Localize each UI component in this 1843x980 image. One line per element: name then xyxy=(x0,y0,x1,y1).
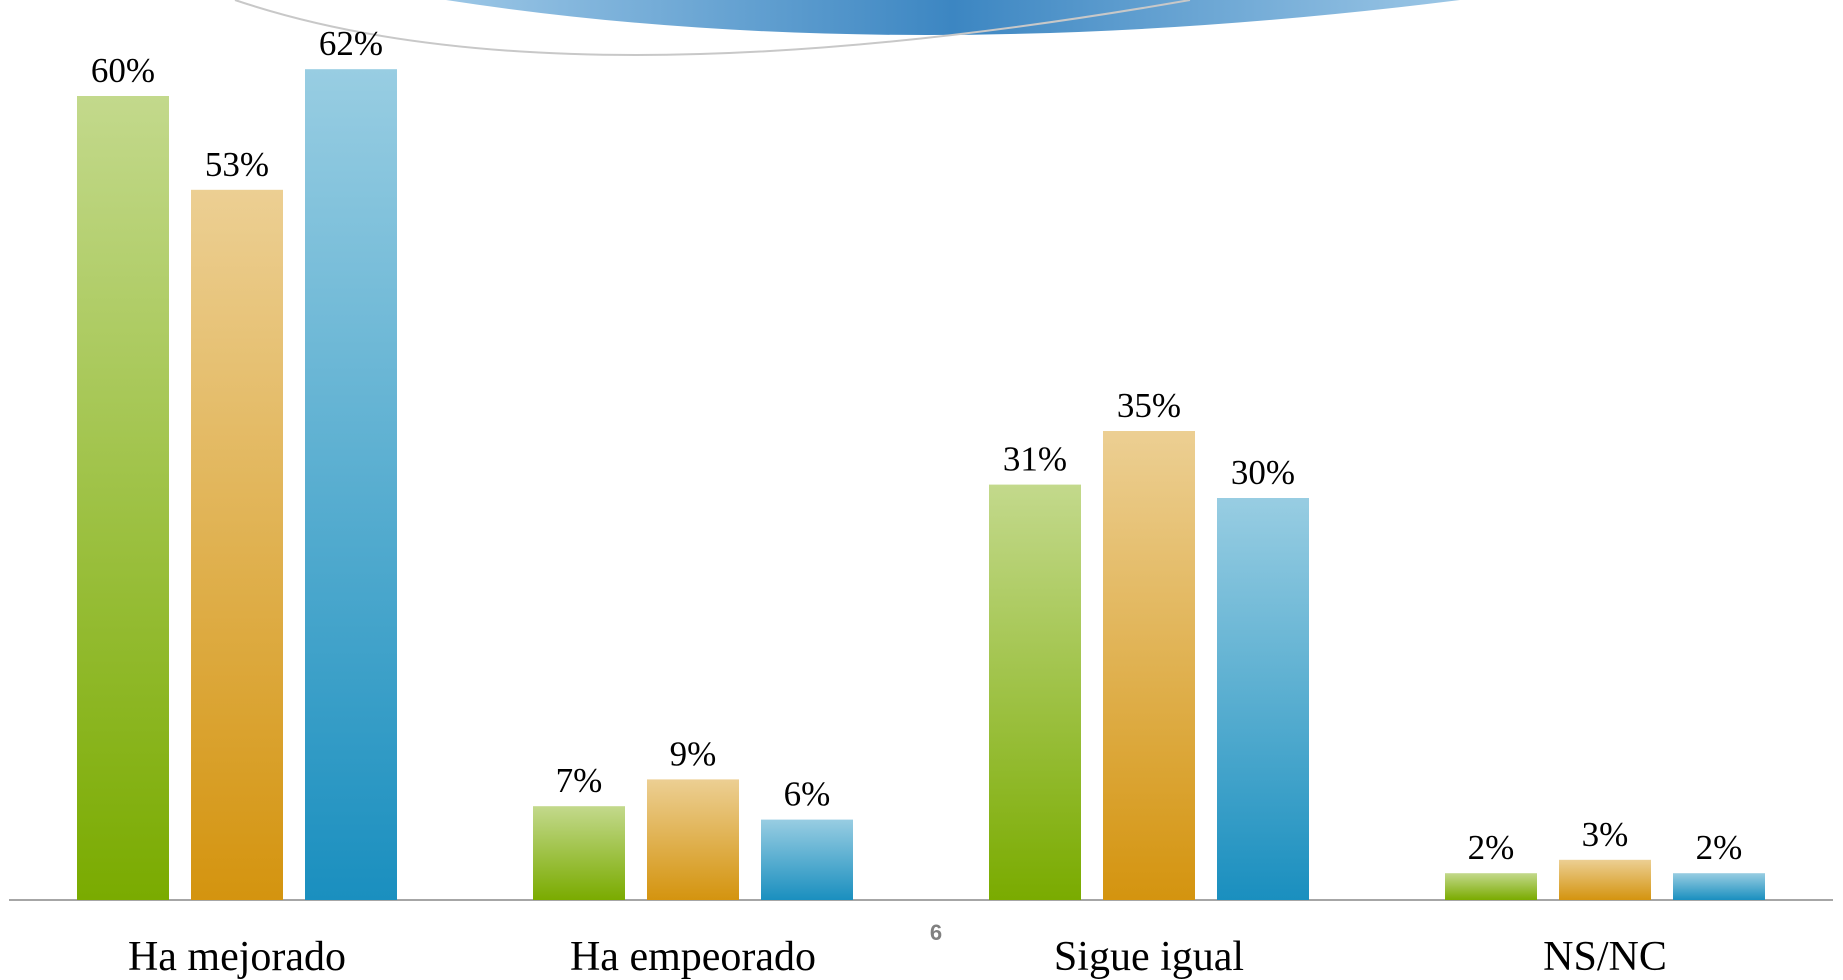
data-label: 9% xyxy=(670,734,717,773)
data-label: 7% xyxy=(556,761,603,800)
bar xyxy=(533,806,625,900)
data-label: 6% xyxy=(784,775,831,814)
bar xyxy=(77,96,169,900)
data-label: 62% xyxy=(319,24,383,63)
data-label: 2% xyxy=(1696,828,1743,867)
header-swoosh xyxy=(446,0,1460,35)
data-label: 53% xyxy=(205,145,269,184)
data-label: 60% xyxy=(91,51,155,90)
data-label: 31% xyxy=(1003,440,1067,479)
x-tick-label: Sigue igual xyxy=(1054,934,1244,980)
bar xyxy=(1217,498,1309,900)
bar xyxy=(1445,873,1537,900)
bar xyxy=(305,69,397,900)
bar xyxy=(647,779,739,900)
bar xyxy=(1673,873,1765,900)
x-tick-label: Ha empeorado xyxy=(570,934,816,980)
data-label: 3% xyxy=(1582,815,1629,854)
bar xyxy=(1103,431,1195,900)
bar xyxy=(1559,859,1651,900)
x-tick-label: Ha mejorado xyxy=(128,934,346,980)
data-label: 30% xyxy=(1231,453,1295,492)
data-label: 35% xyxy=(1117,386,1181,425)
x-tick-label: NS/NC xyxy=(1543,934,1667,980)
data-label: 2% xyxy=(1468,828,1515,867)
bar xyxy=(989,484,1081,900)
decoration xyxy=(234,0,1460,56)
bar xyxy=(761,819,853,900)
bar xyxy=(191,189,283,901)
page-number: 6 xyxy=(930,920,942,945)
header-arc xyxy=(234,0,1191,56)
